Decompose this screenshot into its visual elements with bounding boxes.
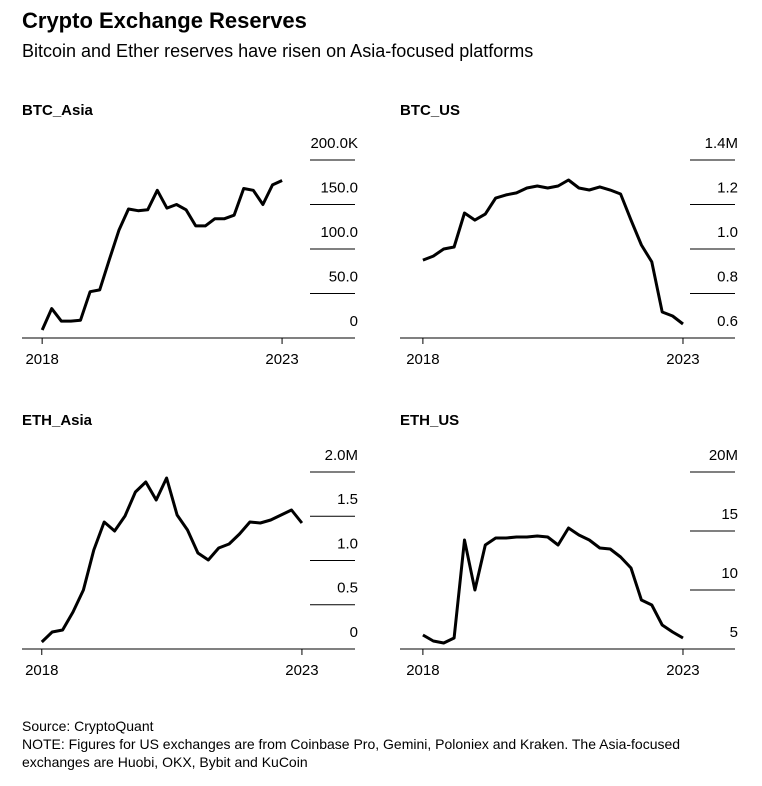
- panel-title: BTC_Asia: [22, 102, 94, 119]
- y-tick-label: 100.0: [320, 224, 358, 241]
- y-tick-label: 0.6: [717, 313, 738, 330]
- y-tick-label: 1.0: [337, 535, 358, 552]
- y-tick-label: 0: [350, 313, 358, 330]
- footer: Source: CryptoQuant NOTE: Figures for US…: [22, 717, 732, 771]
- data-line: [40, 179, 283, 331]
- source: Source: CryptoQuant: [22, 718, 154, 734]
- y-tick-label: 2.0M: [325, 447, 358, 464]
- y-tick-label: 150.0: [320, 179, 358, 196]
- y-tick-label: 0.8: [717, 268, 738, 285]
- panel-title: ETH_Asia: [22, 412, 93, 429]
- x-tick-label: 2018: [406, 351, 439, 368]
- y-tick-label: 1.2: [717, 179, 738, 196]
- x-tick-label: 2018: [25, 662, 58, 679]
- x-tick-label: 2023: [285, 662, 318, 679]
- y-tick-label: 10: [721, 565, 738, 582]
- x-tick-label: 2023: [666, 662, 699, 679]
- subtitle: Bitcoin and Ether reserves have risen on…: [22, 41, 534, 61]
- y-tick-label: 5: [730, 624, 738, 641]
- title: Crypto Exchange Reserves: [22, 8, 307, 33]
- y-tick-label: 1.4M: [705, 135, 738, 152]
- data-line: [422, 178, 684, 326]
- y-tick-label: 15: [721, 506, 738, 523]
- panel-title: ETH_US: [400, 412, 459, 429]
- y-tick-label: 0: [350, 624, 358, 641]
- panel-title: BTC_US: [400, 102, 460, 119]
- data-line: [422, 526, 684, 645]
- y-tick-label: 1.0: [717, 224, 738, 241]
- y-tick-label: 20M: [709, 447, 738, 464]
- x-tick-label: 2023: [265, 351, 298, 368]
- x-tick-label: 2023: [666, 351, 699, 368]
- y-tick-label: 0.5: [337, 580, 358, 597]
- y-tick-label: 50.0: [329, 268, 358, 285]
- note: NOTE: Figures for US exchanges are from …: [22, 736, 681, 770]
- x-tick-label: 2018: [25, 351, 58, 368]
- y-tick-label: 200.0K: [310, 135, 358, 152]
- x-tick-label: 2018: [406, 662, 439, 679]
- data-line: [40, 476, 304, 644]
- y-tick-label: 1.5: [337, 491, 358, 508]
